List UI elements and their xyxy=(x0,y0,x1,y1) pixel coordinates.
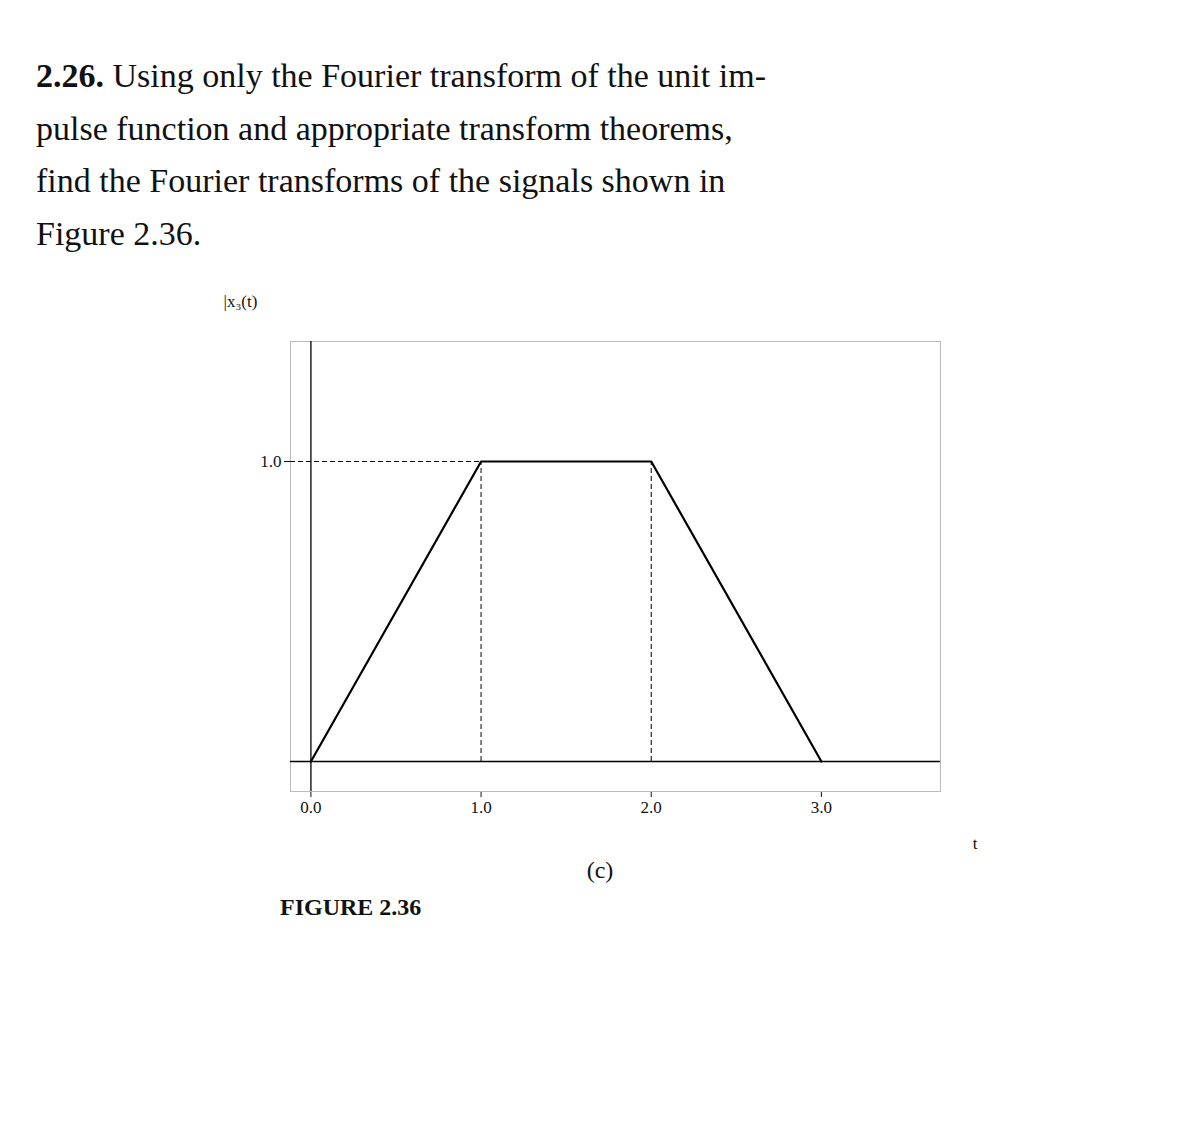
html-text:(c): (c) xyxy=(586,856,614,883)
html-text:FIGURE 2.36: FIGURE 2.36 xyxy=(280,893,422,920)
html-text:Figure 2.36.: Figure 2.36. xyxy=(36,215,202,253)
svg-text:1.0: 1.0 xyxy=(470,797,491,816)
svg-text:1.0: 1.0 xyxy=(260,452,281,471)
svg-text:2.0: 2.0 xyxy=(641,797,662,816)
svg-text:0.0: 0.0 xyxy=(300,797,321,816)
html-text:2.26. Using only the Fourier t: 2.26. Using only the Fourier transform o… xyxy=(36,57,766,94)
html-text:find the Fourier transforms of: find the Fourier transforms of the signa… xyxy=(36,162,726,200)
html-text:pulse function and appropriate: pulse function and appropriate transform… xyxy=(36,109,733,147)
svg-text:t: t xyxy=(973,833,978,851)
svg-text:|x₃(t): |x₃(t) xyxy=(224,291,258,310)
svg-text:3.0: 3.0 xyxy=(811,797,832,816)
